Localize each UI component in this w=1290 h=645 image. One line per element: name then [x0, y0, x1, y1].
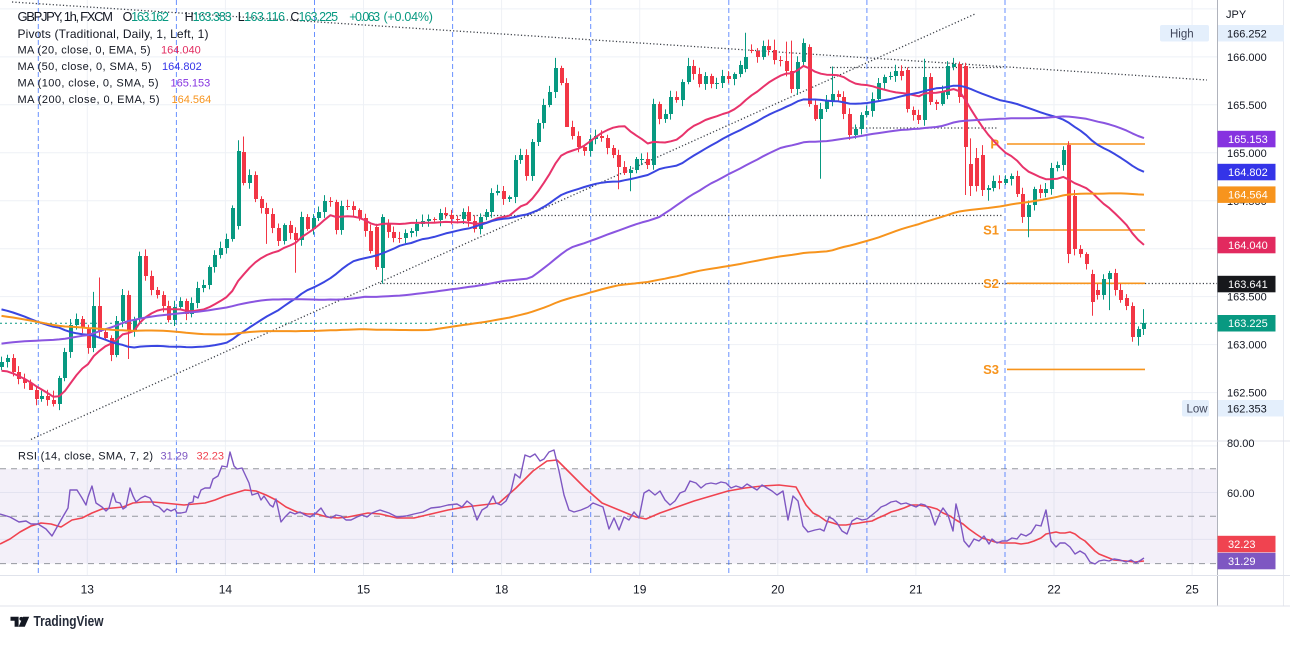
svg-text:32.23: 32.23 [197, 451, 225, 463]
svg-text:(+0.04%): (+0.04%) [384, 10, 433, 24]
svg-text:MA (50, close, 0, SMA, 5): MA (50, close, 0, SMA, 5) [18, 61, 152, 73]
svg-text:31.29: 31.29 [161, 451, 189, 463]
svg-text:21: 21 [909, 583, 923, 597]
svg-text:80.00: 80.00 [1227, 438, 1255, 450]
svg-text:GBPJPY, 1h, FXCM: GBPJPY, 1h, FXCM [18, 9, 114, 24]
svg-text:165.153: 165.153 [1228, 134, 1268, 146]
svg-text:165.000: 165.000 [1227, 148, 1267, 160]
svg-text:25: 25 [1185, 583, 1199, 597]
svg-text:C163.225: C163.225 [290, 10, 338, 24]
svg-text:164.040: 164.040 [1228, 240, 1268, 252]
svg-text:20: 20 [771, 583, 785, 597]
svg-text:162.500: 162.500 [1227, 388, 1267, 400]
svg-text:163.641: 163.641 [1228, 279, 1268, 291]
svg-text:13: 13 [81, 583, 95, 597]
svg-text:H163.383: H163.383 [185, 10, 232, 24]
svg-text:60.00: 60.00 [1227, 488, 1255, 500]
svg-text:P: P [990, 137, 999, 152]
svg-text:164.040: 164.040 [161, 45, 201, 57]
svg-text:166.000: 166.000 [1227, 52, 1267, 64]
svg-text:S2: S2 [983, 276, 999, 291]
svg-text:164.802: 164.802 [162, 61, 202, 73]
svg-text:MA (200, close, 0, EMA, 5): MA (200, close, 0, EMA, 5) [18, 94, 160, 106]
svg-text:O163.162: O163.162 [123, 10, 169, 24]
svg-text:22: 22 [1047, 583, 1061, 597]
svg-text:RSI (14, close, SMA, 7, 2): RSI (14, close, SMA, 7, 2) [18, 451, 153, 463]
svg-text:Pivots (Traditional, Daily, 1,: Pivots (Traditional, Daily, 1, Left, 1) [18, 27, 209, 41]
svg-text:JPY: JPY [1226, 9, 1247, 21]
svg-text:19: 19 [633, 583, 647, 597]
svg-text:+0.063: +0.063 [349, 10, 380, 24]
svg-text:Low: Low [1187, 404, 1209, 416]
svg-text:163.500: 163.500 [1227, 292, 1267, 304]
svg-text:TradingView: TradingView [34, 614, 105, 630]
svg-text:164.564: 164.564 [172, 94, 212, 106]
svg-text:163.225: 163.225 [1228, 318, 1268, 330]
svg-text:165.153: 165.153 [171, 78, 211, 90]
svg-text:L163.116: L163.116 [238, 10, 285, 24]
svg-text:S1: S1 [983, 223, 999, 238]
svg-text:166.252: 166.252 [1227, 29, 1267, 41]
svg-text:15: 15 [357, 583, 371, 597]
svg-text:18: 18 [495, 583, 509, 597]
svg-text:164.802: 164.802 [1228, 167, 1268, 179]
svg-text:S3: S3 [983, 362, 999, 377]
svg-text:31.29: 31.29 [1228, 556, 1256, 568]
svg-text:165.500: 165.500 [1227, 100, 1267, 112]
svg-text:32.23: 32.23 [1228, 539, 1256, 551]
svg-text:MA (100, close, 0, SMA, 5): MA (100, close, 0, SMA, 5) [18, 78, 159, 90]
svg-text:14: 14 [219, 583, 233, 597]
svg-text:MA (20, close, 0, EMA, 5): MA (20, close, 0, EMA, 5) [18, 45, 151, 57]
svg-text:163.000: 163.000 [1227, 340, 1267, 352]
svg-text:164.564: 164.564 [1228, 190, 1268, 202]
svg-text:162.353: 162.353 [1227, 404, 1267, 416]
svg-text:High: High [1170, 29, 1194, 41]
